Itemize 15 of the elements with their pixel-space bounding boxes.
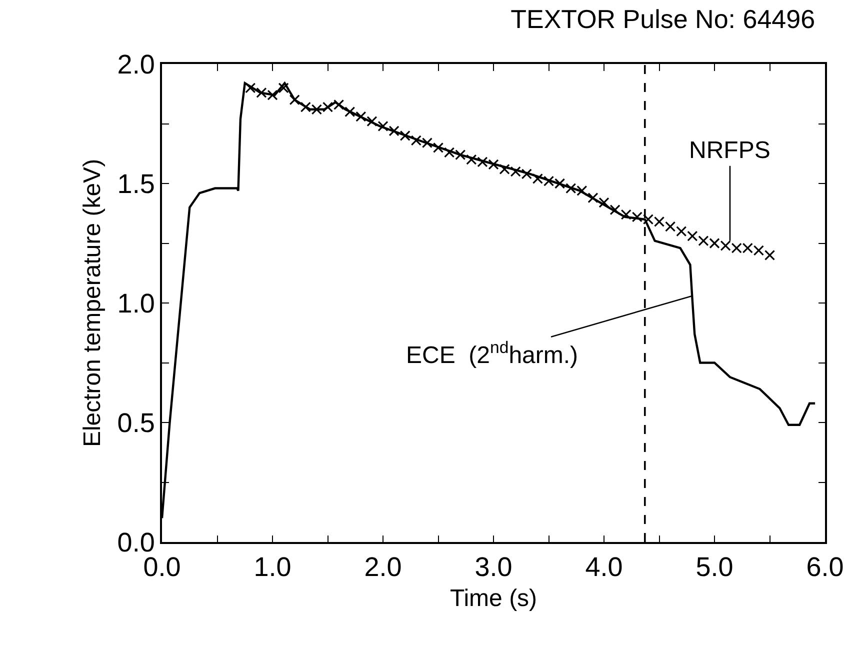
y-axis-title: Electron temperature (keV) — [78, 158, 106, 448]
annotation: NRFPS — [689, 137, 770, 164]
x-tick-label: 2.0 — [364, 552, 402, 582]
x-axis-title: Time (s) — [450, 584, 538, 612]
y-tick-label: 1.5 — [117, 168, 155, 199]
annotation: ECE (2$^{nd}$harm.) — [406, 338, 578, 370]
y-tick-label: 2.0 — [117, 49, 155, 80]
x-tick-label: 6.0 — [806, 552, 844, 582]
x-tick-label: 4.0 — [585, 552, 623, 582]
chart-title: TEXTOR Pulse No: 64496 — [510, 4, 816, 34]
x-tick-label: 5.0 — [696, 552, 734, 582]
x-tick-label: 3.0 — [474, 552, 512, 582]
x-tick-label: 1.0 — [254, 552, 292, 582]
y-tick-label: 0.5 — [117, 408, 155, 438]
y-tick-label: 1.0 — [117, 288, 155, 318]
